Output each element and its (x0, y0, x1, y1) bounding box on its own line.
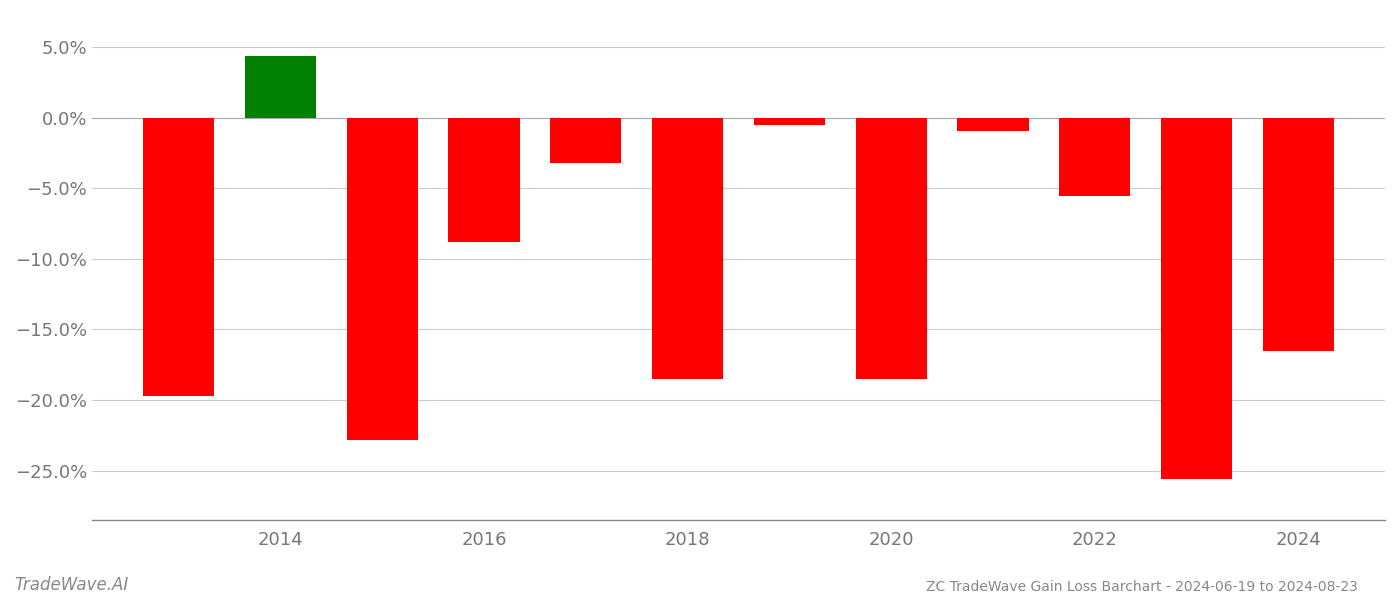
Bar (448, 118, 519, 242)
Text: TradeWave.AI: TradeWave.AI (14, 576, 129, 594)
Bar (753, 118, 825, 125)
Bar (143, 118, 214, 396)
Bar (1060, 118, 1130, 196)
Bar (1161, 118, 1232, 479)
Bar (855, 118, 927, 379)
Bar (652, 118, 724, 379)
Bar (1263, 118, 1334, 350)
Bar (550, 118, 622, 163)
Text: ZC TradeWave Gain Loss Barchart - 2024-06-19 to 2024-08-23: ZC TradeWave Gain Loss Barchart - 2024-0… (927, 580, 1358, 594)
Bar (347, 118, 417, 440)
Bar (245, 56, 316, 118)
Bar (958, 118, 1029, 131)
